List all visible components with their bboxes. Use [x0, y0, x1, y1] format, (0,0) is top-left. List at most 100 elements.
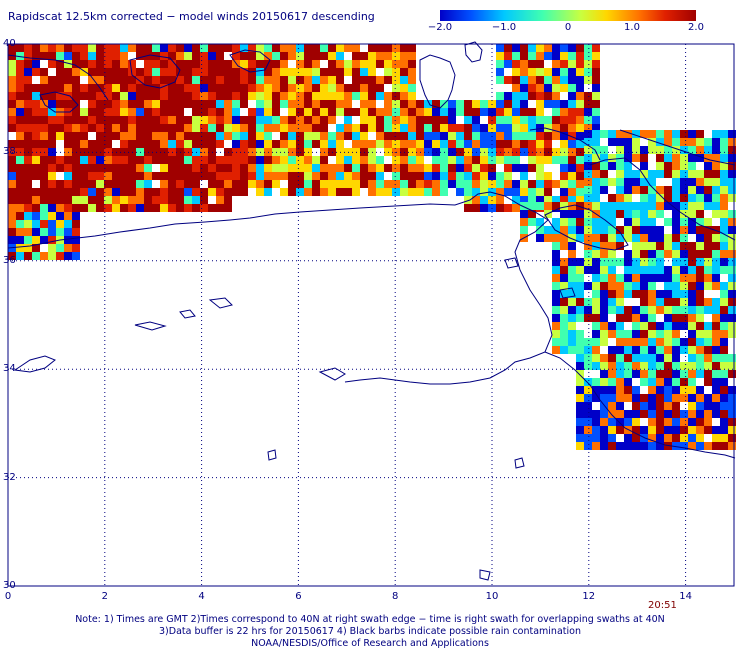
wind-cell	[624, 170, 632, 178]
wind-cell	[568, 140, 576, 148]
wind-cell	[264, 108, 272, 116]
wind-cell	[440, 140, 448, 148]
wind-cell	[712, 410, 720, 418]
wind-cell	[680, 138, 688, 146]
wind-cell	[96, 204, 104, 212]
wind-cell	[216, 76, 224, 84]
wind-cell	[624, 266, 632, 274]
wind-cell	[96, 196, 104, 204]
wind-cell	[696, 418, 704, 426]
wind-cell	[680, 194, 688, 202]
wind-cell	[504, 140, 512, 148]
wind-cell	[600, 250, 608, 258]
wind-cell	[632, 322, 640, 330]
wind-cell	[40, 180, 48, 188]
wind-cell	[368, 156, 376, 164]
wind-cell	[224, 180, 232, 188]
wind-cell	[656, 386, 664, 394]
wind-cell	[696, 258, 704, 266]
wind-cell	[672, 242, 680, 250]
wind-cell	[240, 124, 248, 132]
wind-cell	[32, 220, 40, 228]
wind-cell	[584, 60, 592, 68]
wind-cell	[432, 132, 440, 140]
wind-cell	[632, 394, 640, 402]
wind-cell	[720, 282, 728, 290]
wind-cell	[728, 322, 736, 330]
wind-cell	[144, 188, 152, 196]
wind-cell	[568, 156, 576, 164]
wind-cell	[432, 124, 440, 132]
wind-cell	[360, 76, 368, 84]
wind-cell	[536, 84, 544, 92]
wind-cell	[696, 346, 704, 354]
wind-cell	[536, 44, 544, 52]
wind-cell	[600, 162, 608, 170]
wind-cell	[696, 234, 704, 242]
wind-cell	[64, 172, 72, 180]
wind-cell	[48, 196, 56, 204]
wind-cell	[536, 202, 544, 210]
wind-cell	[328, 188, 336, 196]
wind-cell	[544, 124, 552, 132]
wind-cell	[544, 140, 552, 148]
wind-cell	[112, 76, 120, 84]
wind-cell	[104, 76, 112, 84]
wind-cell	[144, 100, 152, 108]
wind-cell	[168, 116, 176, 124]
wind-cell	[592, 274, 600, 282]
wind-cell	[464, 196, 472, 204]
wind-cell	[24, 84, 32, 92]
wind-cell	[664, 434, 672, 442]
wind-cell	[88, 60, 96, 68]
wind-cell	[640, 402, 648, 410]
wind-cell	[600, 266, 608, 274]
wind-cell	[624, 370, 632, 378]
wind-cell	[696, 186, 704, 194]
wind-cell	[144, 140, 152, 148]
wind-cell	[160, 196, 168, 204]
wind-cell	[352, 140, 360, 148]
wind-cell	[728, 154, 736, 162]
wind-cell	[384, 100, 392, 108]
wind-cell	[392, 52, 400, 60]
wind-cell	[536, 92, 544, 100]
wind-cell	[344, 132, 352, 140]
wind-cell	[656, 242, 664, 250]
wind-cell	[256, 140, 264, 148]
wind-cell	[216, 108, 224, 116]
wind-cell	[728, 282, 736, 290]
wind-cell	[680, 314, 688, 322]
wind-cell	[40, 196, 48, 204]
wind-cell	[568, 60, 576, 68]
wind-cell	[408, 92, 416, 100]
wind-cell	[592, 442, 600, 450]
wind-cell	[672, 426, 680, 434]
wind-cell	[536, 52, 544, 60]
wind-cell	[592, 178, 600, 186]
wind-cell	[680, 290, 688, 298]
wind-cell	[368, 172, 376, 180]
wind-cell	[472, 172, 480, 180]
wind-cell	[624, 330, 632, 338]
wind-cell	[120, 140, 128, 148]
wind-cell	[208, 44, 216, 52]
wind-cell	[96, 140, 104, 148]
wind-cell	[56, 44, 64, 52]
wind-cell	[480, 180, 488, 188]
wind-cell	[592, 202, 600, 210]
wind-cell	[688, 434, 696, 442]
wind-cell	[504, 60, 512, 68]
wind-cell	[584, 362, 592, 370]
lon-label: 0	[4, 591, 12, 602]
wind-cell	[232, 116, 240, 124]
wind-cell	[88, 92, 96, 100]
wind-cell	[720, 402, 728, 410]
wind-cell	[432, 188, 440, 196]
wind-cell	[64, 204, 72, 212]
wind-cell	[504, 180, 512, 188]
wind-cell	[96, 156, 104, 164]
wind-cell	[600, 146, 608, 154]
wind-cell	[120, 164, 128, 172]
wind-cell	[272, 92, 280, 100]
